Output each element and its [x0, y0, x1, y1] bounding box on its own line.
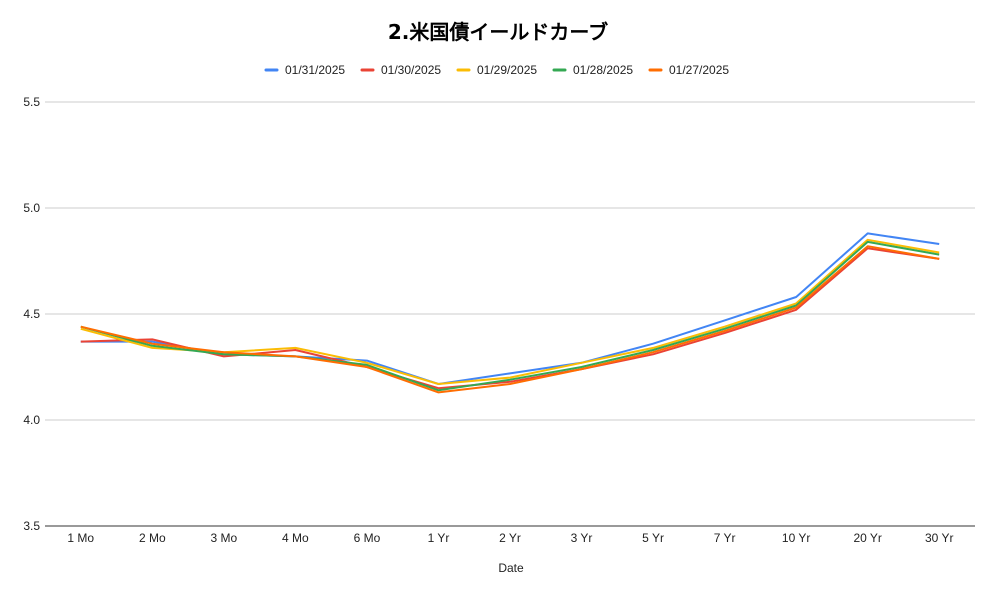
x-axis: 1 Mo 2 Mo 3 Mo 4 Mo 6 Mo 1 Yr 2 Yr 3 Yr 5 Yr 7 Yr… [67, 531, 953, 545]
series-line-3 [80, 238, 940, 385]
series-line-4 [80, 240, 940, 392]
x-tick-label: 6 Mo [354, 531, 381, 545]
chart-title: 2.米国債イールドカーブ [388, 20, 608, 44]
legend-entry: 01/29/2025 [477, 63, 537, 77]
series-line-1 [80, 232, 940, 385]
x-tick-label: 3 Mo [211, 531, 238, 545]
x-tick-label: 20 Yr [853, 531, 881, 545]
x-axis-label: Date [498, 561, 524, 575]
y-tick-label: 4.5 [23, 307, 40, 321]
legend-entry: 01/31/2025 [285, 63, 345, 77]
series-lines [80, 232, 940, 394]
x-tick-label: 10 Yr [782, 531, 810, 545]
series-line-2 [80, 247, 940, 390]
x-tick-label: 2 Yr [499, 531, 521, 545]
x-tick-label: 30 Yr [925, 531, 953, 545]
legend: 01/31/2025 01/30/2025 01/29/2025 01/28/2025… [264, 63, 729, 77]
y-tick-label: 4.0 [23, 413, 40, 427]
x-tick-label: 4 Mo [282, 531, 309, 545]
x-tick-label: 2 Mo [139, 531, 166, 545]
x-tick-label: 7 Yr [714, 531, 736, 545]
legend-entry: 01/27/2025 [669, 63, 729, 77]
x-tick-label: 1 Mo [67, 531, 94, 545]
y-axis: 3.5 4.0 4.5 5.0 5.5 [23, 95, 40, 533]
y-tick-label: 5.5 [23, 95, 40, 109]
x-tick-label: 3 Yr [571, 531, 593, 545]
gridlines [45, 101, 975, 527]
y-tick-label: 5.0 [23, 201, 40, 215]
x-tick-label: 5 Yr [642, 531, 664, 545]
legend-entry: 01/30/2025 [381, 63, 441, 77]
series-line-5 [80, 245, 940, 394]
x-tick-label: 1 Yr [428, 531, 450, 545]
legend-entry: 01/28/2025 [573, 63, 633, 77]
y-tick-label: 3.5 [23, 519, 40, 533]
